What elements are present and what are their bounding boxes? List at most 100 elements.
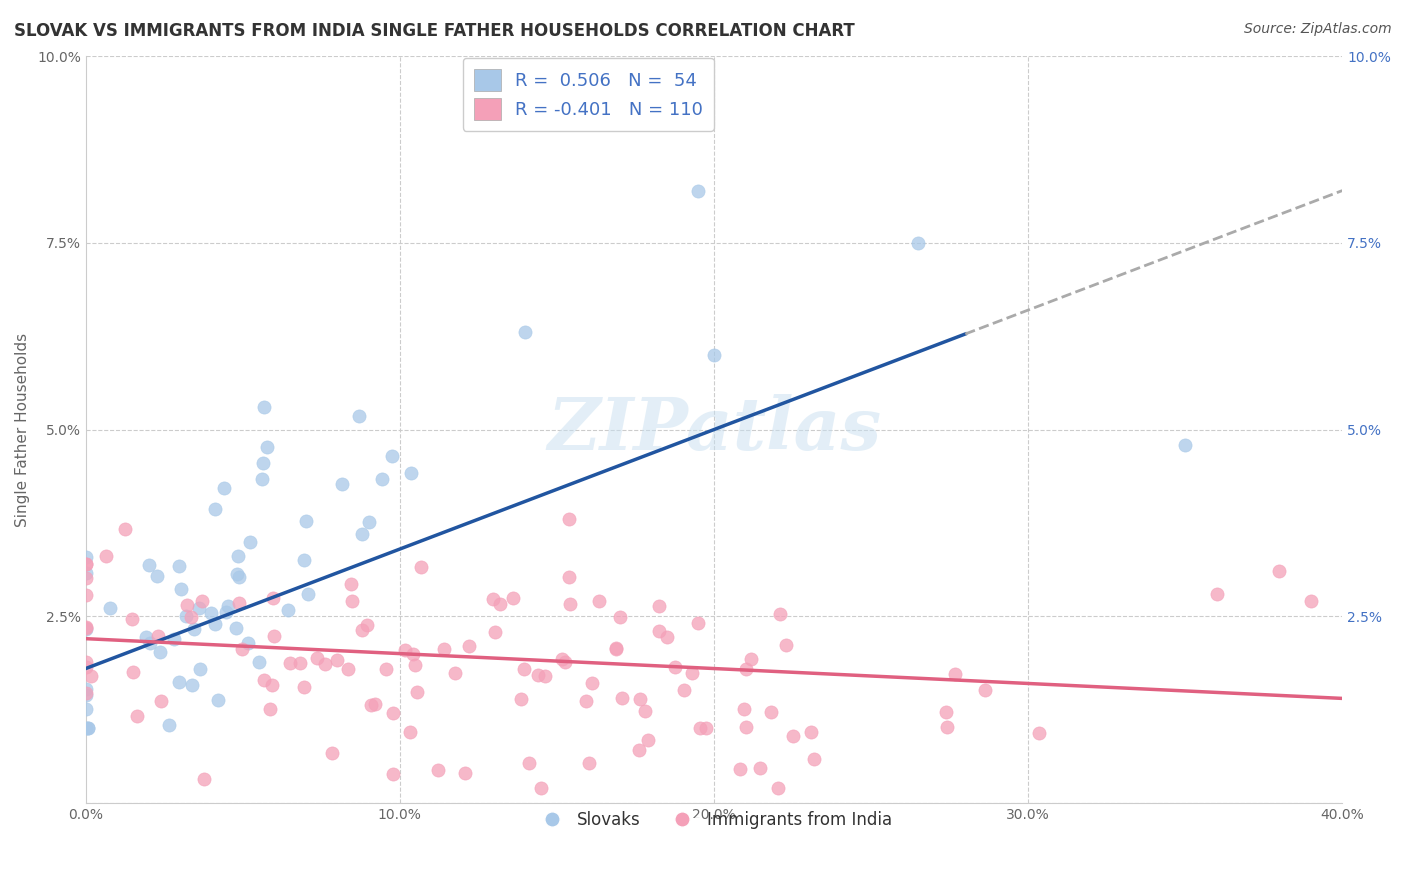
Legend: Slovaks, Immigrants from India: Slovaks, Immigrants from India [529,805,900,836]
Point [605,641,627,656]
Point [398,724,420,739]
Point [75,655,97,669]
Point [337,662,360,676]
Point [75,557,97,571]
Point [191,594,214,608]
Point [534,669,557,683]
Point [75,659,97,673]
Point [212,481,235,495]
Point [527,668,550,682]
Point [207,693,229,707]
Point [515,326,537,340]
Point [766,780,789,795]
Point [433,642,456,657]
Point [163,632,186,647]
Point [75,623,97,637]
Point [214,605,236,619]
Point [125,709,148,723]
Point [1268,565,1291,579]
Point [253,673,276,688]
Point [167,675,190,690]
Point [974,683,997,698]
Point [139,636,162,650]
Point [688,184,710,198]
Point [200,606,222,620]
Point [509,692,531,706]
Point [75,721,97,735]
Point [77,721,100,735]
Point [75,701,97,715]
Point [637,733,659,747]
Point [558,570,581,584]
Point [627,743,650,757]
Point [295,514,318,528]
Point [609,610,631,624]
Point [75,686,97,700]
Point [356,618,378,632]
Point [75,621,97,635]
Point [458,640,481,654]
Point [75,620,97,634]
Point [260,678,283,692]
Point [148,629,170,643]
Point [648,624,671,638]
Point [94,549,117,563]
Point [262,591,284,605]
Point [217,599,239,613]
Point [610,690,633,705]
Point [239,535,262,549]
Point [247,655,270,669]
Point [75,566,97,581]
Point [347,409,370,423]
Point [728,762,751,776]
Point [907,235,929,250]
Point [259,702,281,716]
Text: Source: ZipAtlas.com: Source: ZipAtlas.com [1244,22,1392,37]
Point [330,477,353,491]
Point [782,729,804,743]
Point [759,705,782,719]
Point [174,609,197,624]
Point [655,630,678,644]
Point [405,685,427,699]
Point [740,652,762,666]
Point [394,643,416,657]
Point [734,662,756,676]
Point [489,597,512,611]
Point [695,721,717,735]
Point [935,705,957,719]
Point [278,656,301,670]
Point [252,456,274,470]
Point [314,657,336,671]
Point [75,558,97,572]
Point [75,549,97,564]
Point [75,571,97,585]
Point [225,621,247,635]
Point [288,656,311,670]
Point [588,593,610,607]
Point [517,756,540,770]
Point [180,610,202,624]
Point [748,761,770,775]
Point [558,597,581,611]
Point [183,622,205,636]
Point [326,653,349,667]
Point [122,665,145,679]
Point [181,678,204,692]
Point [628,692,651,706]
Point [1205,587,1227,601]
Point [204,502,226,516]
Point [228,549,250,564]
Point [673,682,696,697]
Point [138,558,160,573]
Point [454,765,477,780]
Point [157,717,180,731]
Point [228,596,250,610]
Point [135,631,157,645]
Point [75,588,97,602]
Point [98,601,121,615]
Point [263,629,285,643]
Point [558,512,581,526]
Point [77,721,100,735]
Point [364,697,387,711]
